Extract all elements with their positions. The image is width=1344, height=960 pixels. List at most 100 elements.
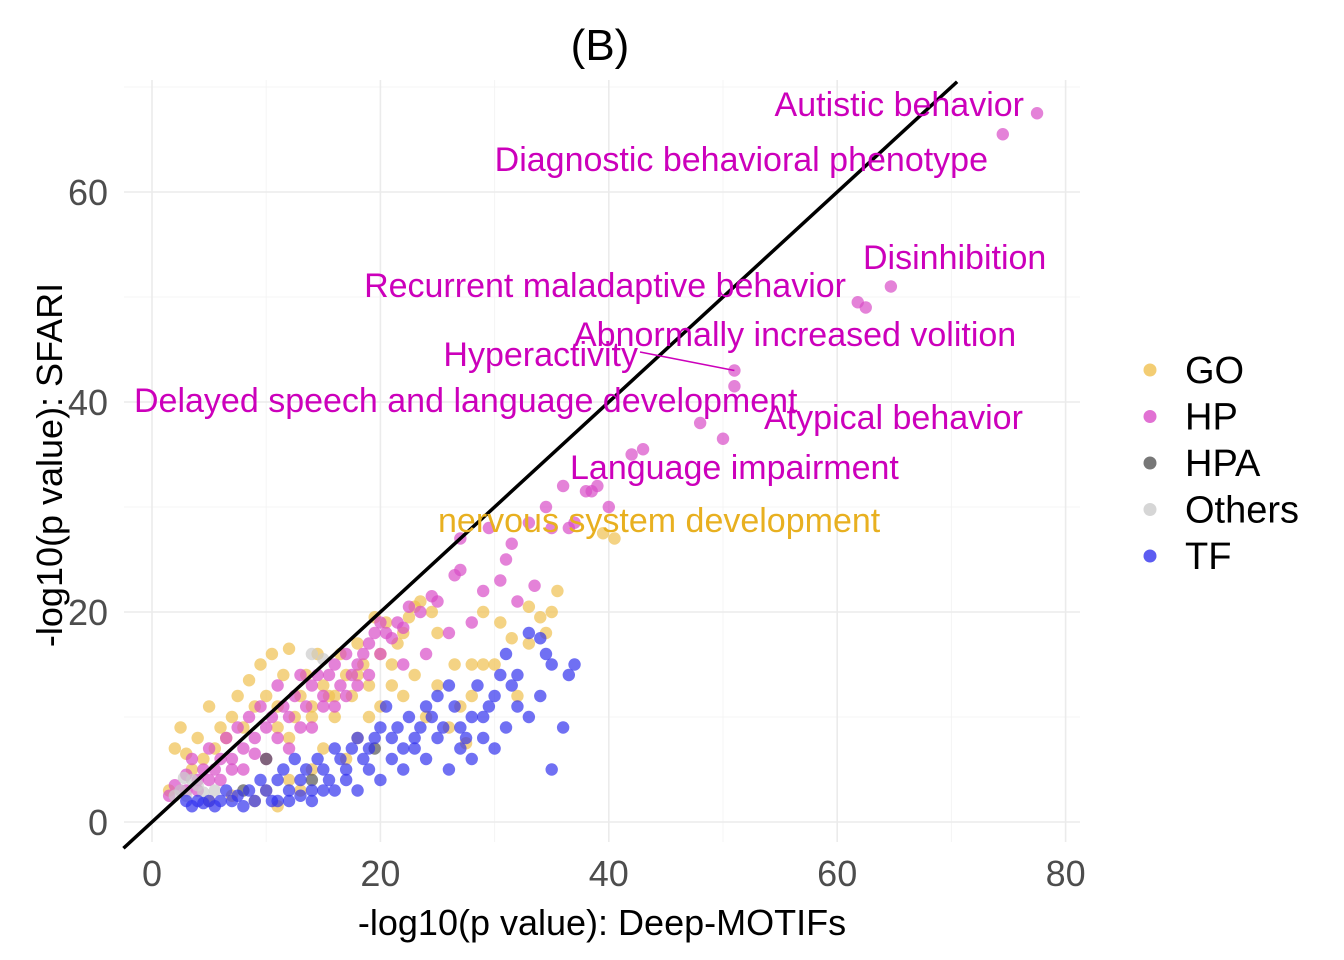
legend-item-hpa: HPA: [1143, 443, 1261, 485]
data-point: [362, 668, 376, 682]
data-point: [419, 700, 433, 713]
data-point: [305, 647, 319, 661]
data-point: [177, 771, 191, 785]
data-point: [277, 763, 290, 776]
data-point: [522, 626, 536, 640]
data-point: [248, 747, 261, 760]
data-point: [454, 742, 467, 755]
data-point: [362, 742, 376, 755]
data-point: [282, 794, 296, 808]
data-point: [716, 432, 730, 445]
data-point: [431, 731, 444, 745]
data-point: [551, 584, 564, 598]
x-axis-title: -log10(p value): Deep-MOTIFs: [358, 902, 846, 943]
annotation-label: Delayed speech and language development: [134, 382, 798, 420]
data-point: [202, 773, 216, 787]
data-point: [191, 731, 204, 745]
data-point: [294, 773, 307, 787]
data-point: [465, 658, 478, 671]
chart-title: (B): [571, 21, 630, 70]
data-point: [465, 616, 478, 629]
data-point: [214, 721, 227, 734]
annotation-label: Hyperactivity: [443, 336, 638, 374]
data-point: [317, 700, 330, 713]
data-point: [334, 679, 347, 692]
data-point: [408, 742, 421, 755]
data-point: [322, 773, 336, 787]
data-point: [334, 752, 347, 766]
data-point: [499, 721, 513, 734]
data-point: [494, 668, 507, 682]
data-point: [294, 789, 307, 802]
data-point: [299, 763, 313, 776]
data-point: [271, 794, 284, 808]
data-point: [260, 721, 273, 734]
data-point: [237, 742, 250, 755]
legend-label: TF: [1185, 536, 1231, 578]
legend-key: [1143, 363, 1157, 377]
data-point: [362, 710, 376, 724]
legend-key: [1143, 410, 1157, 423]
data-point: [362, 763, 376, 776]
data-point: [414, 721, 427, 734]
data-point: [328, 710, 341, 724]
data-point: [271, 721, 284, 734]
data-point: [339, 647, 353, 661]
y-axis-title: -log10(p value): SFARI: [29, 283, 70, 647]
data-point: [231, 721, 244, 734]
data-point: [476, 710, 490, 724]
data-point: [397, 742, 410, 755]
data-point: [454, 721, 467, 734]
data-point: [419, 752, 433, 766]
data-point: [277, 668, 290, 682]
annotation-label: Atypical behavior: [764, 399, 1023, 437]
data-point: [465, 689, 478, 703]
data-point: [437, 721, 450, 734]
data-point: [328, 700, 341, 713]
data-point: [317, 763, 330, 776]
data-point: [488, 742, 501, 755]
data-point: [282, 773, 296, 787]
annotation-label: Diagnostic behavioral phenotype: [495, 141, 988, 179]
data-point: [534, 689, 547, 703]
data-point: [494, 616, 507, 629]
data-point: [345, 742, 359, 755]
data-point: [499, 647, 513, 661]
legend-label: HPA: [1185, 443, 1261, 485]
data-point: [1030, 107, 1044, 120]
data-point: [385, 752, 399, 766]
data-point: [260, 689, 273, 703]
data-point: [242, 710, 256, 724]
data-point: [328, 742, 341, 755]
annotation-label: Abnormally increased volition: [574, 316, 1016, 354]
data-point: [254, 773, 267, 787]
data-point: [534, 611, 547, 624]
data-point: [305, 710, 319, 724]
data-point: [545, 521, 558, 535]
y-axis-ticks: 0 20 40 60: [68, 172, 108, 843]
data-point: [385, 658, 399, 671]
data-point: [317, 689, 330, 703]
annotation-label: nervous system development: [438, 502, 881, 540]
data-point: [220, 784, 233, 797]
data-point: [351, 679, 364, 692]
y-tick-label: 60: [68, 172, 108, 213]
data-point: [328, 689, 341, 703]
data-point: [884, 280, 898, 293]
legend-item-go: GO: [1143, 350, 1244, 392]
data-point: [522, 637, 536, 650]
x-axis-ticks: 0 20 40 60 80: [142, 853, 1086, 894]
data-point: [317, 784, 330, 797]
data-point: [271, 773, 284, 787]
data-point: [556, 479, 570, 493]
data-point: [197, 752, 210, 766]
data-point: [448, 700, 461, 713]
data-point: [476, 731, 490, 745]
x-tick-label: 60: [817, 853, 857, 894]
data-point: [522, 710, 536, 724]
data-point: [225, 794, 239, 808]
data-point: [996, 128, 1009, 141]
data-point: [174, 721, 187, 734]
